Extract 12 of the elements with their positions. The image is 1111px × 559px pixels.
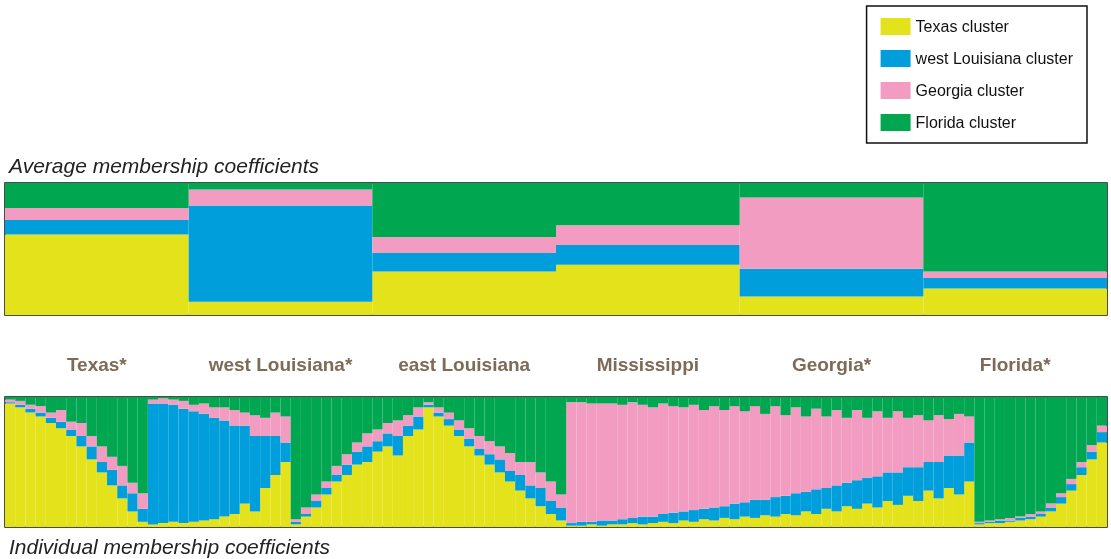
x-tick-label: west Louisiana* (207, 354, 353, 375)
x-tick-label: east Louisiana (398, 354, 531, 375)
x-tick-label: Mississippi (596, 354, 700, 375)
legend-label: Florida cluster (915, 114, 1017, 131)
legend-label: west Louisiana cluster (914, 50, 1074, 67)
x-tick-label: Georgia* (791, 354, 872, 375)
legend-label: Georgia cluster (915, 82, 1025, 99)
legend-label: Texas cluster (915, 18, 1010, 35)
x-tick-label: Florida* (979, 354, 1052, 375)
chart-title: Average membership coefficients (7, 154, 320, 177)
text: Individual membership coefficients (9, 535, 331, 558)
x-tick-label: Texas* (66, 354, 128, 375)
